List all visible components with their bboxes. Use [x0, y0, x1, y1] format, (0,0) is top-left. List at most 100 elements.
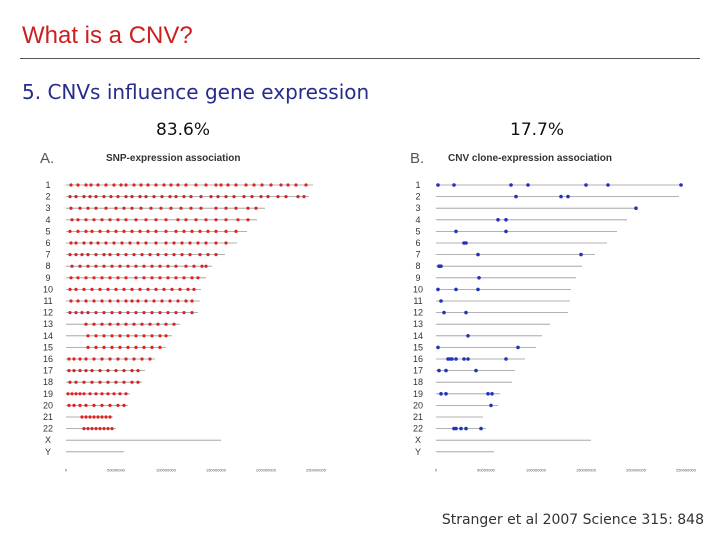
association-point	[76, 299, 80, 303]
association-point	[130, 206, 134, 210]
citation: Stranger et al 2007 Science 315: 848	[441, 512, 704, 528]
association-point	[226, 183, 230, 187]
association-point	[194, 183, 198, 187]
chromosome-label-13: 13	[43, 319, 53, 329]
snp-chart-title: SNP-expression association	[106, 153, 241, 164]
association-point	[170, 287, 174, 291]
association-point	[82, 287, 86, 291]
association-point	[136, 380, 140, 384]
association-point	[158, 345, 162, 349]
association-point	[154, 287, 158, 291]
association-point	[526, 183, 530, 187]
association-point	[110, 311, 114, 315]
association-point	[86, 264, 90, 268]
x-tick-label: 0	[435, 467, 438, 472]
association-point	[104, 183, 108, 187]
association-point	[476, 252, 480, 257]
association-point	[182, 276, 186, 280]
association-point	[436, 345, 440, 350]
association-point	[67, 403, 71, 407]
association-point	[164, 334, 168, 338]
x-tick-label: 200000000	[626, 467, 647, 472]
association-point	[122, 369, 126, 373]
association-point	[180, 253, 184, 257]
association-point	[68, 287, 72, 291]
association-point	[106, 229, 110, 233]
chromosome-label-15: 15	[43, 342, 53, 352]
association-point	[150, 264, 154, 268]
association-point	[109, 195, 113, 199]
association-point	[114, 380, 118, 384]
association-point	[234, 183, 238, 187]
slide-subtitle: 5. CNVs influence gene expression	[22, 80, 370, 104]
association-point	[154, 241, 158, 245]
association-point	[102, 311, 106, 315]
cnv-expression-chart: B. CNV clone-expression association 1234…	[410, 150, 697, 472]
association-point	[78, 392, 82, 396]
association-point	[266, 195, 270, 199]
association-point	[86, 427, 90, 431]
association-point	[164, 229, 168, 233]
association-point	[69, 276, 73, 280]
x-tick-label: 0	[65, 467, 68, 472]
association-point	[119, 183, 123, 187]
association-point	[102, 264, 106, 268]
association-point	[69, 183, 73, 187]
association-point	[118, 311, 122, 315]
x-tick-label: 250000000	[306, 467, 327, 472]
association-point	[86, 253, 90, 257]
association-point	[100, 299, 104, 303]
association-point	[98, 380, 102, 384]
association-point	[190, 299, 194, 303]
chromosome-label-18: 18	[413, 377, 423, 387]
association-point	[304, 183, 308, 187]
association-point	[90, 427, 94, 431]
association-point	[124, 253, 128, 257]
association-point	[82, 427, 86, 431]
association-point	[98, 427, 102, 431]
association-point	[504, 357, 508, 361]
association-point	[84, 415, 88, 419]
association-point	[84, 229, 88, 233]
association-point	[579, 252, 583, 257]
association-point	[188, 253, 192, 257]
association-point	[184, 183, 188, 187]
association-point	[100, 357, 104, 361]
association-point	[454, 229, 458, 234]
association-point	[196, 241, 200, 245]
association-point	[104, 241, 108, 245]
chromosome-label-17: 17	[43, 366, 53, 376]
association-point	[462, 357, 466, 361]
association-point	[224, 229, 228, 233]
association-point	[490, 392, 494, 396]
association-point	[444, 392, 448, 396]
association-point	[146, 287, 150, 291]
association-point	[108, 415, 112, 419]
association-point	[442, 310, 446, 315]
association-point	[130, 195, 134, 199]
x-tick-label: 200000000	[256, 467, 277, 472]
association-point	[204, 241, 208, 245]
association-point	[96, 183, 100, 187]
association-point	[116, 357, 120, 361]
association-point	[124, 322, 128, 326]
association-point	[92, 218, 96, 222]
association-point	[132, 357, 136, 361]
association-point	[174, 276, 178, 280]
association-point	[96, 415, 100, 419]
association-point	[168, 195, 172, 199]
association-point	[110, 264, 114, 268]
association-point	[159, 206, 163, 210]
association-point	[302, 195, 306, 199]
association-point	[174, 195, 178, 199]
association-point	[134, 334, 138, 338]
association-point	[76, 276, 80, 280]
association-point	[214, 241, 218, 245]
association-point	[88, 392, 92, 396]
association-point	[464, 241, 468, 245]
association-point	[176, 299, 180, 303]
association-point	[174, 311, 178, 315]
association-point	[224, 195, 228, 199]
association-point	[84, 369, 88, 373]
association-point	[189, 206, 193, 210]
